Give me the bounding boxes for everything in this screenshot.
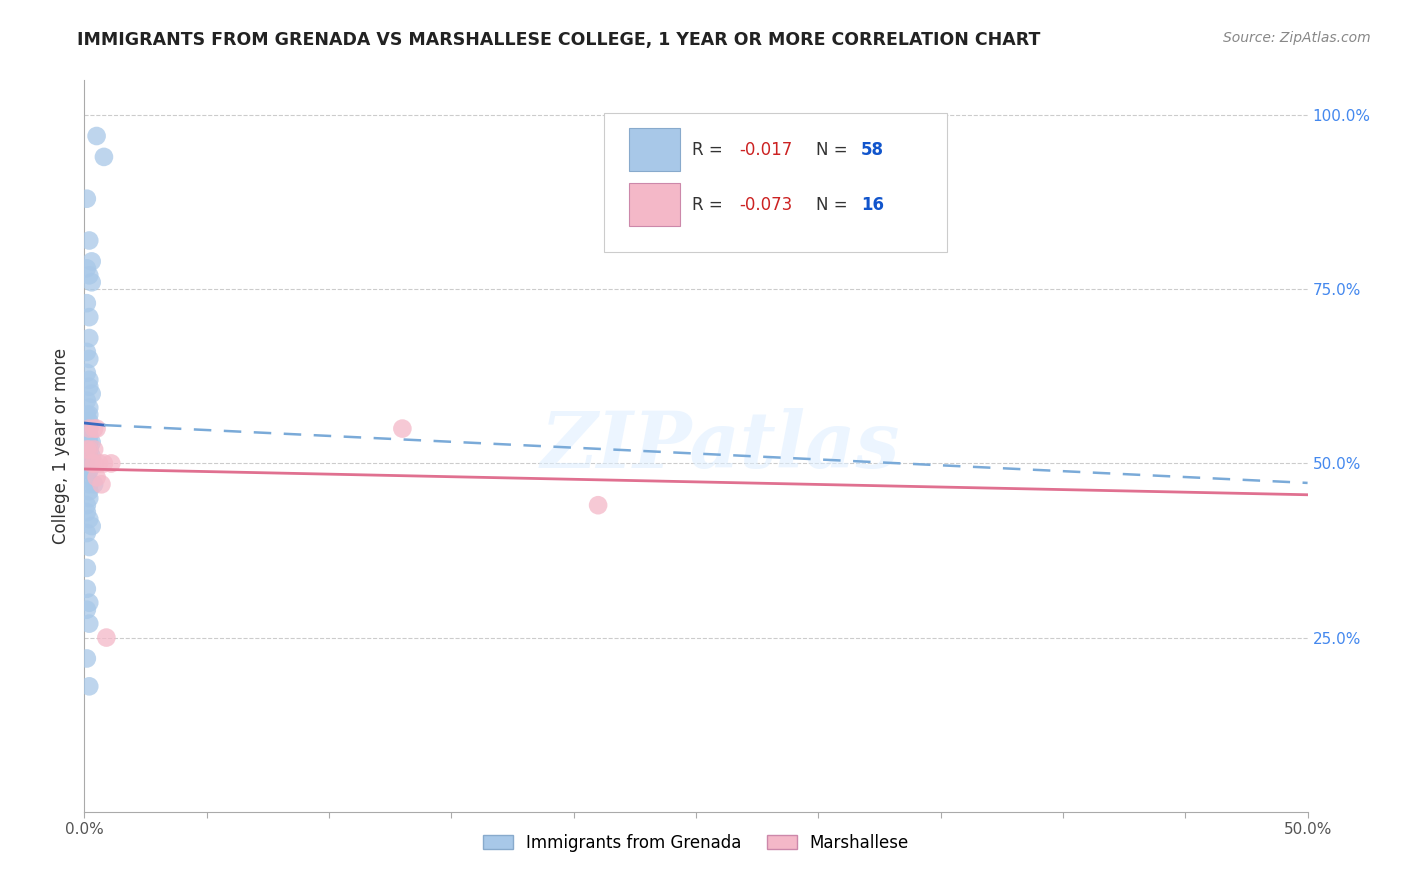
Point [87,457,110,471]
Point [86,421,108,435]
Point [77,463,100,477]
Point [77,415,100,429]
Point [76,408,98,422]
Point [80,457,103,471]
Point [80,519,103,533]
Point [77,380,100,394]
Point [77,428,100,442]
Point [76,442,98,457]
Point [86,470,108,484]
Point [77,442,100,457]
Point [77,450,100,464]
Point [76,505,98,519]
Point [100,457,122,471]
Point [76,415,98,429]
Point [77,408,100,422]
Point [77,540,100,554]
Point [77,435,100,450]
Text: -0.017: -0.017 [738,141,792,159]
Point [76,582,98,596]
Point [77,421,100,435]
Point [76,450,98,464]
Point [83,442,105,457]
Text: 16: 16 [860,195,884,213]
Point [76,366,98,380]
Point [77,477,100,491]
Point [80,450,103,464]
Point [77,442,100,457]
Text: IMMIGRANTS FROM GRENADA VS MARSHALLESE COLLEGE, 1 YEAR OR MORE CORRELATION CHART: IMMIGRANTS FROM GRENADA VS MARSHALLESE C… [77,31,1040,49]
Point [80,386,103,401]
Point [76,345,98,359]
Point [77,463,100,477]
Text: N =: N = [815,141,852,159]
Point [80,275,103,289]
Text: N =: N = [815,195,852,213]
Point [77,512,100,526]
Point [77,421,100,435]
Point [77,484,100,499]
Point [77,679,100,693]
Point [77,596,100,610]
Point [77,457,100,471]
Point [77,234,100,248]
FancyBboxPatch shape [628,128,681,171]
Point [77,442,100,457]
Point [86,128,108,143]
Point [90,477,112,491]
Point [76,561,98,575]
Point [93,457,115,471]
Text: ZIPatlas: ZIPatlas [541,408,900,484]
Point [76,470,98,484]
Y-axis label: College, 1 year or more: College, 1 year or more [52,348,70,544]
Point [77,491,100,506]
Point [76,428,98,442]
Point [77,616,100,631]
Point [77,351,100,366]
Point [586,498,609,512]
Point [83,457,105,471]
Point [77,457,100,471]
Point [80,435,103,450]
Point [76,603,98,617]
Point [76,651,98,665]
Point [76,526,98,541]
Point [77,310,100,325]
Text: R =: R = [692,195,728,213]
Point [93,150,115,164]
Point [96,631,118,645]
Point [76,498,98,512]
Point [77,331,100,345]
Point [76,393,98,408]
Point [83,477,105,491]
Point [76,261,98,276]
Text: -0.073: -0.073 [738,195,792,213]
Point [80,254,103,268]
Text: R =: R = [692,141,728,159]
Point [77,268,100,283]
Point [391,421,413,435]
Point [77,401,100,415]
Point [83,421,105,435]
Point [76,457,98,471]
Text: 58: 58 [860,141,884,159]
Text: Source: ZipAtlas.com: Source: ZipAtlas.com [1223,31,1371,45]
Point [76,192,98,206]
Point [77,373,100,387]
Legend: Immigrants from Grenada, Marshallese: Immigrants from Grenada, Marshallese [477,827,915,858]
FancyBboxPatch shape [605,113,946,252]
Point [76,421,98,435]
Point [76,442,98,457]
FancyBboxPatch shape [628,183,681,227]
Point [76,296,98,310]
